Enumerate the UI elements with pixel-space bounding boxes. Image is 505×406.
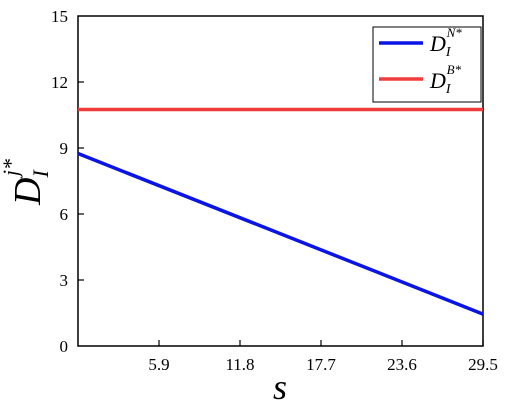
x-tick-label: 23.6 — [387, 355, 417, 374]
legend-db-sub: I — [445, 82, 452, 97]
legend-dn-base: D — [429, 31, 446, 56]
y-axis-label-sub: I — [28, 169, 53, 179]
legend-db-base: D — [429, 68, 446, 93]
legend-box — [372, 26, 482, 103]
x-tick-label: 17.7 — [306, 355, 336, 374]
x-tick-label: 11.8 — [225, 355, 254, 374]
legend-dn-sub: I — [445, 45, 452, 60]
y-axis-label-base: D — [7, 178, 49, 206]
y-ticks: 0 3 6 9 12 15 — [51, 7, 84, 356]
legend-dn-sup: N* — [446, 25, 463, 40]
legend-label-db: DI B* — [429, 62, 462, 97]
legend: DIN* DIB* — [372, 25, 482, 103]
x-tick-label: 29.5 — [468, 355, 498, 374]
y-tick-label: 0 — [60, 337, 69, 356]
series-layer — [77, 107, 484, 316]
plot-frame — [77, 15, 484, 347]
y-axis-label-sup: j* — [0, 159, 23, 179]
y-tick-label: 3 — [60, 271, 69, 290]
legend-label-dn: DI N* — [429, 25, 462, 60]
y-tick-label: 6 — [60, 205, 69, 224]
y-tick-label: 9 — [60, 139, 69, 158]
legend-db-sup: B* — [447, 62, 462, 77]
y-tick-label: 15 — [51, 7, 68, 26]
x-axis-label: s — [273, 367, 287, 406]
y-axis-label: DIj* — [0, 159, 53, 206]
series-line-dn — [77, 151, 484, 316]
x-tick-label: 5.9 — [148, 355, 169, 374]
x-ticks: 5.9 11.8 17.7 23.6 29.5 — [148, 340, 498, 374]
y-tick-label: 12 — [51, 73, 68, 92]
